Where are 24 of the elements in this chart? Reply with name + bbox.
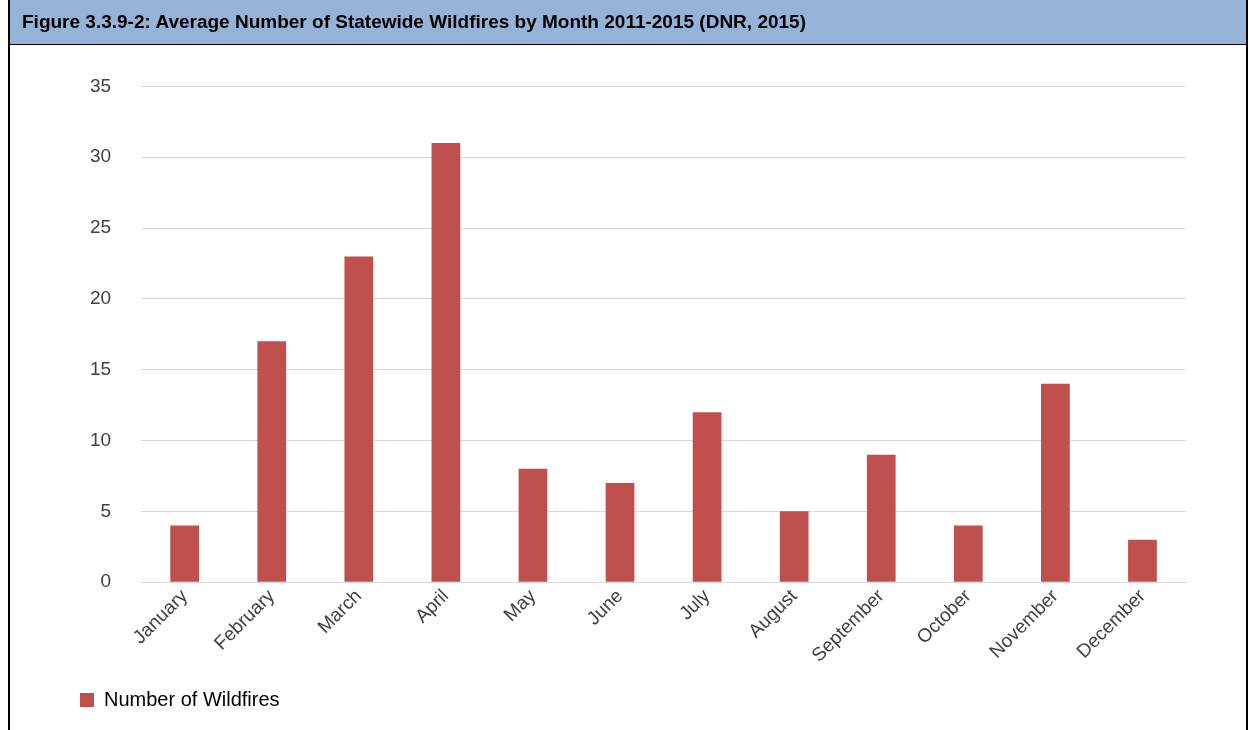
bar [257,341,287,582]
y-tick-label: 35 [89,74,112,96]
bar [1041,383,1070,582]
y-tick-label: 15 [89,357,112,379]
bar [866,454,896,582]
bar [518,468,548,582]
y-tick-label: 25 [89,216,112,238]
bar [953,525,983,582]
y-tick-label: 10 [89,428,112,450]
bar [605,483,635,582]
legend-label: Number of Wildfires [104,687,280,710]
bar [1128,539,1157,582]
bar [344,256,374,582]
bar [692,412,722,582]
y-tick-label: 20 [89,287,112,309]
y-tick-label: 30 [89,145,112,167]
y-tick-label: 0 [100,570,112,592]
bar [779,511,809,582]
chart-title: Figure 3.3.9-2: Average Number of Statewide Wildfires by Month 2011-2015 (DNR, 2015) [10,0,1246,45]
bar [170,525,200,582]
x-tick-label: May [499,584,540,626]
bar [431,143,461,582]
x-tick-label: July [674,584,714,624]
y-tick-label: 5 [100,499,112,521]
